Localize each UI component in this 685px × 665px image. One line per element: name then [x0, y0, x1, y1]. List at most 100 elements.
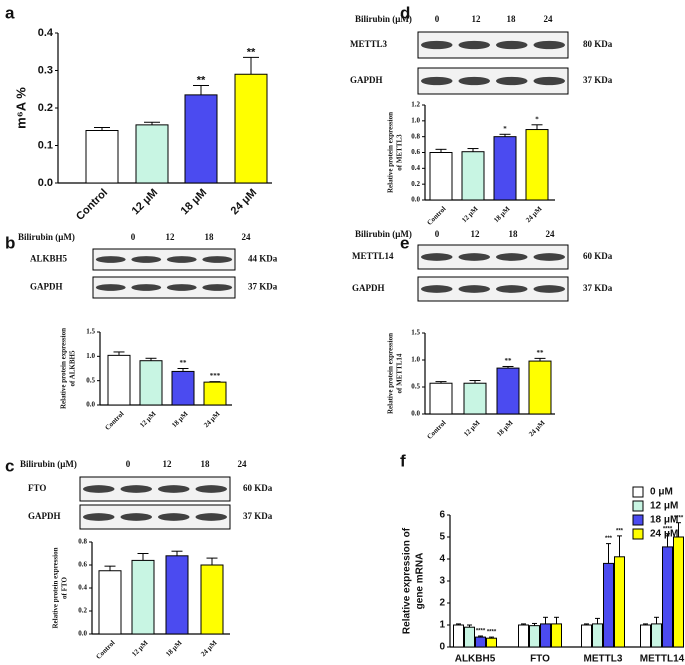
x-tick-label: 12 μM	[462, 419, 482, 439]
legend-swatch	[632, 514, 644, 526]
bar	[603, 562, 614, 648]
x-tick-label: Control	[103, 410, 125, 432]
blot-band	[83, 513, 115, 521]
blot-dose: 0	[131, 232, 136, 242]
panel-letter: f	[400, 451, 406, 470]
bar	[518, 624, 529, 648]
blot-band	[202, 284, 233, 291]
bar	[525, 129, 549, 201]
y-axis-label: Relative protein expression	[387, 112, 395, 193]
bar	[464, 626, 475, 648]
legend-swatch	[632, 500, 644, 512]
blot-dose: 24	[544, 14, 554, 24]
y-tick-label: 0.8	[78, 538, 87, 546]
blot-size: 37 KDa	[243, 511, 273, 521]
blot-protein: METTL14	[352, 251, 394, 261]
x-tick-label: 12 μM	[460, 205, 480, 225]
x-tick-label: FTO	[530, 654, 550, 665]
bar	[85, 130, 119, 184]
blot-frame	[92, 276, 236, 299]
bar	[581, 624, 592, 648]
blot-band	[195, 485, 227, 493]
y-tick-label: 0.2	[38, 102, 53, 114]
x-tick-label: Control	[425, 205, 447, 227]
x-tick-label: 18 μM	[164, 639, 184, 659]
y-axis-label: of ALKBH5	[69, 350, 77, 386]
blot-size: 37 KDa	[248, 282, 278, 292]
bar	[203, 381, 227, 406]
blot-treatment: Bilirubin (μM)	[18, 232, 75, 242]
blot-protein: GAPDH	[30, 282, 63, 292]
y-axis-label: of FTO	[61, 577, 69, 599]
significance: ***	[210, 372, 221, 380]
y-tick-label: 0.2	[411, 180, 420, 188]
y-tick-label: 0.6	[411, 148, 420, 156]
x-tick-label: Control	[425, 419, 447, 441]
bar	[493, 136, 517, 201]
blot-band	[166, 284, 197, 291]
bar	[540, 623, 551, 648]
bar	[614, 556, 625, 648]
y-tick-label: 0.6	[78, 561, 87, 569]
blot-treatment: Bilirubin (μM)	[20, 459, 77, 469]
blot-band	[95, 256, 126, 263]
y-tick-label: 1.2	[411, 101, 420, 109]
blot-band	[421, 285, 453, 293]
y-tick-label: 1.0	[411, 356, 420, 364]
blot-dose: 0	[435, 229, 440, 239]
bar	[640, 624, 651, 648]
bar	[461, 151, 485, 201]
x-tick-label: METTL14	[640, 654, 685, 665]
blot-dose: 18	[507, 14, 517, 24]
bar	[200, 564, 224, 635]
blot-dose: 12	[163, 459, 173, 469]
blot-size: 37 KDa	[583, 75, 613, 85]
bar	[529, 625, 540, 648]
x-tick-label: 12 μM	[130, 639, 150, 659]
x-tick-label: METTL3	[584, 654, 623, 665]
blot-protein: GAPDH	[350, 75, 383, 85]
x-tick-label: ALKBH5	[455, 654, 496, 665]
blot-band	[421, 253, 453, 261]
y-tick-label: 3	[439, 576, 445, 587]
blot-dose: 18	[509, 229, 519, 239]
blot-band	[158, 485, 190, 493]
y-tick-label: 4	[439, 554, 445, 565]
bar	[496, 367, 520, 415]
y-tick-label: 1.5	[86, 328, 95, 336]
y-tick-label: 2	[439, 598, 445, 609]
blot-band	[496, 76, 528, 86]
bar	[592, 623, 603, 648]
y-tick-label: 1.0	[411, 116, 420, 124]
y-axis-label: of METTL3	[396, 134, 404, 171]
significance: *	[535, 115, 539, 123]
blot-band	[533, 40, 565, 50]
y-tick-label: 0.0	[38, 177, 53, 189]
blot-frame	[92, 248, 236, 271]
y-tick-label: 1.5	[411, 329, 420, 337]
x-tick-label: 18 μM	[492, 205, 512, 225]
blot-dose: 12	[166, 232, 176, 242]
legend-label: 18 μM	[650, 515, 678, 526]
blot-band	[131, 284, 162, 291]
blot-band	[120, 485, 152, 493]
blot-treatment: Bilirubin (μM)	[355, 229, 412, 239]
y-axis-label: of METTL14	[396, 353, 404, 393]
blot-dose: 12	[471, 229, 481, 239]
bar	[234, 73, 268, 184]
y-tick-label: 0.5	[411, 383, 420, 391]
x-tick-label: Control	[74, 187, 110, 223]
blot-band	[533, 76, 565, 86]
blot-dose: 18	[201, 459, 211, 469]
blot-treatment: Bilirubin (μM)	[355, 14, 412, 24]
blot-protein: FTO	[28, 483, 46, 493]
blot-band	[496, 253, 528, 261]
blot-size: 44 KDa	[248, 254, 278, 264]
legend-label: 0 μM	[650, 487, 673, 498]
y-tick-label: 0.4	[38, 27, 54, 39]
blot-band	[195, 513, 227, 521]
blot-band	[95, 284, 126, 291]
x-tick-label: 24 μM	[229, 187, 260, 218]
y-tick-label: 0.5	[86, 376, 95, 384]
blot-protein: GAPDH	[352, 283, 385, 293]
